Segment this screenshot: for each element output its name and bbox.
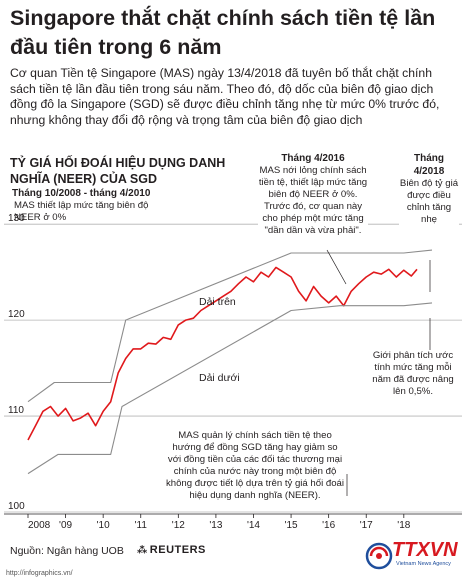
axis-ticks: 100 110 120 130 2008 '09 '10 '11 '12 '13 '14 '15 '16… bbox=[8, 213, 411, 531]
leader-line bbox=[326, 249, 347, 285]
annotation-2018-title: Tháng 4/2018 bbox=[413, 153, 445, 177]
y-tick-label: 100 bbox=[8, 501, 25, 512]
ttxvn-logo-text: TTXVN bbox=[392, 539, 458, 561]
x-tick-label: '15 bbox=[285, 520, 298, 531]
annotation-2016-text: MAS nới lỏng chính sách tiền tệ, thiết l… bbox=[258, 165, 368, 236]
headline: Singapore thắt chặt chính sách tiền tệ l… bbox=[10, 6, 436, 59]
y-tick-label: 110 bbox=[8, 405, 24, 416]
intro-paragraph: Cơ quan Tiền tệ Singapore (MAS) ngày 13/… bbox=[10, 66, 440, 127]
x-tick-label: '17 bbox=[360, 520, 373, 531]
x-tick-label: 2008 bbox=[28, 520, 51, 531]
reuters-credit: ⁂ REUTERS bbox=[137, 544, 206, 556]
y-tick-label: 130 bbox=[8, 213, 25, 224]
chart-marks bbox=[27, 249, 433, 475]
x-tick-label: '14 bbox=[247, 520, 260, 531]
annotation-2016-title: Tháng 4/2016 bbox=[281, 153, 345, 164]
annotation-2008-title: Tháng 10/2008 - tháng 4/2010 bbox=[12, 188, 151, 199]
x-tick-label: '16 bbox=[322, 520, 335, 531]
annotation-2016: Tháng 4/2016 MAS nới lỏng chính sách tiề… bbox=[258, 152, 368, 237]
annotation-2008-text: MAS thiết lập mức tăng biên độ NEER ở 0% bbox=[14, 200, 149, 223]
neer-series-line bbox=[27, 266, 418, 441]
grid-lines bbox=[4, 223, 462, 515]
chart-title: TỶ GIÁ HỐI ĐOÁI HIỆU DỤNG DANH NGHĨA (NE… bbox=[10, 156, 226, 186]
lower-band-line bbox=[27, 302, 433, 475]
source-label: Nguồn: Ngân hàng UOB bbox=[10, 545, 124, 557]
ttxvn-logo-subtitle: Vietnam News Agency bbox=[396, 561, 451, 567]
mas-policy-note: MAS quản lý chính sách tiền tệ theo hướn… bbox=[165, 430, 345, 502]
upper-band-label: Dải trên bbox=[199, 296, 236, 308]
x-tick-label: '11 bbox=[135, 520, 148, 531]
website-url: http://infographics.vn/ bbox=[6, 570, 73, 577]
x-tick-label: '18 bbox=[397, 520, 410, 531]
lower-band-label: Dải dưới bbox=[199, 372, 240, 384]
reuters-label: REUTERS bbox=[149, 544, 206, 556]
annotation-2018-text: Biên độ tỷ giá được điều chỉnh tăng nhẹ bbox=[399, 178, 459, 225]
annotation-2008: Tháng 10/2008 - tháng 4/2010 MAS thiết l… bbox=[12, 187, 162, 224]
slope-note: Giới phân tích ước tính mức tăng mỗi năm… bbox=[372, 350, 454, 398]
x-tick-label: '13 bbox=[209, 520, 222, 531]
x-tick-label: '10 bbox=[97, 520, 110, 531]
x-tick-label: '09 bbox=[59, 520, 72, 531]
reuters-dots-icon: ⁂ bbox=[137, 545, 147, 556]
upper-band-line bbox=[27, 249, 433, 403]
y-tick-label: 120 bbox=[8, 309, 25, 320]
annotation-2018: Tháng 4/2018 Biên độ tỷ giá được điều ch… bbox=[399, 152, 459, 226]
ttxvn-logo-icon bbox=[365, 542, 393, 570]
x-tick-label: '12 bbox=[172, 520, 185, 531]
